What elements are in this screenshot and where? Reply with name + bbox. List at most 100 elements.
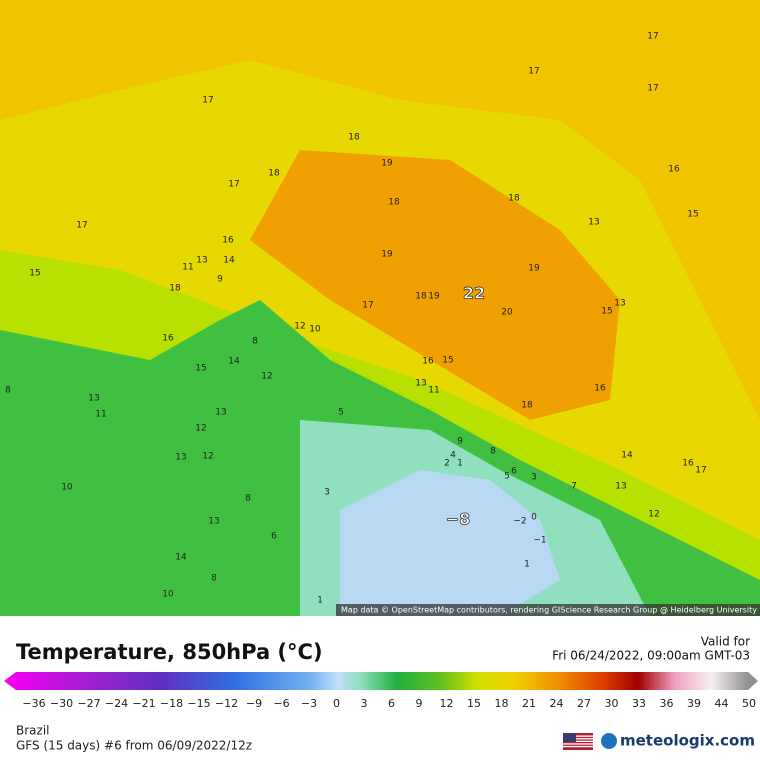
contour-label: 12: [261, 372, 272, 382]
map: Map data © OpenStreetMap contributors, r…: [0, 0, 760, 616]
contour-label: 5: [338, 408, 344, 418]
contour-label: 10: [162, 590, 174, 600]
contour-label: 8: [252, 337, 258, 347]
contour-label: 1: [524, 560, 530, 570]
contour-label: 19: [428, 292, 440, 302]
colorbar-tick-label: −9: [246, 697, 262, 710]
contour-label: 18: [508, 194, 520, 204]
attribution-bg: [336, 604, 760, 616]
colorbar-tick-label: 0: [333, 697, 340, 710]
contour-label: 18: [348, 133, 360, 143]
contour-label: 19: [528, 264, 540, 274]
contour-label: 19: [381, 159, 393, 169]
contour-label: 16: [668, 165, 680, 175]
contour-label: 1: [317, 596, 323, 606]
contour-label: 13: [614, 299, 625, 309]
colorbar-tick-label: 36: [660, 697, 674, 710]
colorbar-tick-label: 6: [388, 697, 395, 710]
contour-label: 8: [245, 494, 251, 504]
contour-label: 14: [621, 451, 633, 461]
colorbar-tick-label: 21: [522, 697, 536, 710]
contour-label: 12: [195, 424, 206, 434]
colorbar-tick-label: 18: [495, 697, 509, 710]
contour-label: 7: [571, 482, 577, 492]
colorbar-tick-label: 12: [440, 697, 454, 710]
colorbar-tick-label: −12: [215, 697, 238, 710]
colorbar-tick-label: −21: [132, 697, 155, 710]
contour-label: 16: [682, 459, 694, 469]
contour-label: −2: [513, 517, 526, 527]
colorbar-tick-label: 33: [632, 697, 646, 710]
colorbar-tick-label: −30: [50, 697, 73, 710]
colorbar-tick-label: 30: [605, 697, 619, 710]
colorbar-ticks: −36 −30 −27 −24 −21 −18 −15 −12 −9 −6 −3 0 3 6 9 12 15 18…: [22, 697, 756, 710]
contour-label: 17: [647, 32, 658, 42]
contour-label: 13: [196, 256, 207, 266]
attribution: Map data © OpenStreetMap contributors, r…: [341, 606, 757, 615]
contour-label: 17: [695, 466, 706, 476]
contour-label: 14: [175, 553, 187, 563]
colorbar-arrow-left: [4, 672, 16, 690]
contour-label: 8: [5, 386, 11, 396]
contour-label: 3: [531, 473, 537, 483]
contour-label: 19: [381, 250, 393, 260]
warm-zone: [0, 0, 760, 420]
colorbar-tick-label: 15: [467, 697, 481, 710]
contour-label: 5: [504, 472, 510, 482]
contour-label: 0: [531, 513, 537, 523]
contour-label: 10: [61, 483, 73, 493]
contour-label: 8: [490, 447, 496, 457]
contour-label: 16: [422, 357, 434, 367]
contour-label: 15: [687, 210, 698, 220]
colorbar-tick-label: −6: [273, 697, 289, 710]
contour-label: 10: [309, 325, 321, 335]
contour-label: 13: [88, 394, 99, 404]
colorbar-tick-label: −24: [105, 697, 128, 710]
contour-label: 17: [228, 180, 239, 190]
contour-label: 17: [528, 67, 539, 77]
contour-label: 9: [457, 437, 463, 447]
contour-label: 13: [175, 453, 186, 463]
region: Brazil: [16, 724, 50, 738]
colorbar-tick-label: −15: [187, 697, 210, 710]
contour-label: 15: [601, 307, 612, 317]
contour-label: 15: [29, 269, 40, 279]
contour-label: 17: [202, 96, 213, 106]
contour-label: 13: [208, 517, 219, 527]
contour-label: −8: [446, 510, 471, 529]
colorbar-tick-label: 44: [715, 697, 729, 710]
colorbar-tick-label: −36: [22, 697, 45, 710]
contour-label: 22: [463, 284, 485, 303]
contour-label: 13: [215, 408, 226, 418]
contour-label: 18: [268, 169, 280, 179]
contour-label: 14: [223, 256, 235, 266]
contour-label: 18: [521, 401, 533, 411]
contour-label: 12: [294, 322, 305, 332]
contour-label: 18: [169, 284, 181, 294]
colorbar-arrow-right: [748, 672, 758, 690]
colorbar-tick-label: −18: [160, 697, 183, 710]
contour-label: 11: [95, 410, 106, 420]
cold-zone: [340, 470, 560, 616]
colorbar-tick-label: 50: [742, 697, 756, 710]
contour-label: 13: [588, 218, 599, 228]
contour-label: 20: [501, 308, 513, 318]
contour-label: 11: [428, 386, 439, 396]
contour-label: 2: [444, 459, 450, 469]
contour-label: 1: [457, 459, 463, 469]
hot-zone: [250, 150, 620, 420]
contour-label: 15: [442, 356, 453, 366]
contour-label: 12: [202, 452, 213, 462]
contour-label: 17: [362, 301, 373, 311]
contour-label: −1: [533, 536, 546, 546]
contour-label: 15: [195, 364, 206, 374]
brand[interactable]: meteologix.com: [620, 732, 755, 750]
contour-label: 17: [647, 84, 658, 94]
colorbar-tick-label: 39: [687, 697, 701, 710]
us-flag: [563, 733, 593, 750]
title: Temperature, 850hPa (°C): [16, 640, 323, 664]
contour-label: 13: [615, 482, 626, 492]
